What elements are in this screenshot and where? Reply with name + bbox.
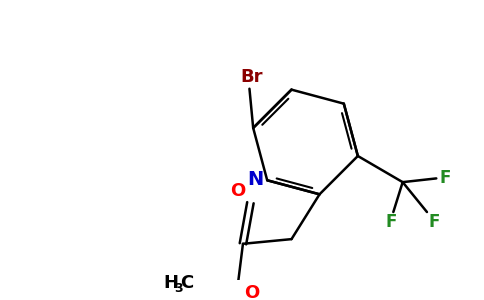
Text: H: H xyxy=(164,274,179,292)
Text: O: O xyxy=(230,182,245,200)
Text: 3: 3 xyxy=(174,282,183,295)
Text: F: F xyxy=(429,213,440,231)
Text: O: O xyxy=(244,284,259,300)
Text: F: F xyxy=(439,169,451,188)
Text: F: F xyxy=(386,213,397,231)
Text: N: N xyxy=(247,170,263,189)
Text: C: C xyxy=(180,274,194,292)
Text: Br: Br xyxy=(240,68,262,85)
